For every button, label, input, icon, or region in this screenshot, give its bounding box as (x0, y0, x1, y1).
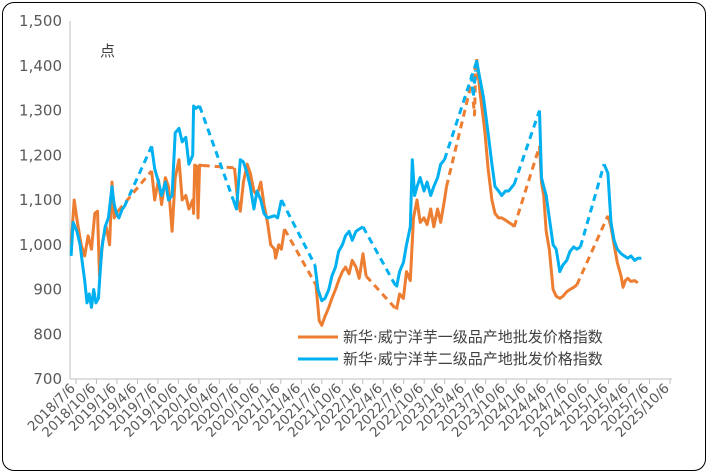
series-1-dashed-segment (512, 145, 541, 228)
series-2-solid-segment (473, 59, 516, 197)
series-1-solid-segment (69, 180, 120, 278)
y-axis: 700 800 900 1,000 1,100 1,200 1,300 1,400 1,500 (19, 12, 71, 388)
series-2-dashed-segment (443, 67, 476, 161)
series-2 (69, 59, 642, 309)
y-tick-label: 1,100 (19, 191, 62, 209)
series-2-solid-segment (313, 225, 364, 303)
series-1-dashed-segment (575, 215, 610, 286)
series-1-solid-segment (395, 186, 448, 310)
y-tick-label: 1,000 (19, 236, 62, 254)
series-1 (69, 58, 639, 327)
plot-area (69, 58, 642, 327)
series-2-dashed-segment (578, 163, 606, 248)
y-tick-label: 1,500 (19, 12, 62, 30)
series-2-solid-segment (602, 163, 642, 262)
series-2-solid-segment (538, 110, 582, 274)
series-2-dashed-segment (280, 199, 317, 266)
series-2-solid-segment (150, 104, 201, 202)
y-tick-label: 1,200 (19, 146, 62, 164)
series-1-solid-segment (538, 146, 578, 300)
series-1-solid-segment (150, 158, 203, 233)
series-2-dashed-segment (198, 105, 235, 201)
y-tick-label: 1,300 (19, 102, 62, 120)
x-axis: 2018/7/62018/10/62019/1/62019/4/62019/7/… (25, 378, 673, 441)
series-1-solid-segment (475, 58, 516, 228)
unit-label: 点 (100, 42, 115, 60)
legend: 新华·威宁洋芋一级品产地批发价格指数 新华·威宁洋芋二级品产地批发价格指数 (298, 328, 603, 368)
series-2-dashed-segment (512, 110, 541, 185)
series-2-solid-segment (231, 158, 283, 220)
y-tick-label: 700 (33, 370, 62, 388)
series-1-dashed-segment (202, 164, 235, 170)
legend-label-series-1: 新华·威宁洋芋一级品产地批发价格指数 (343, 328, 603, 346)
series-2-solid-segment (395, 158, 446, 288)
series-2-solid-segment (69, 185, 126, 309)
y-tick-label: 800 (33, 325, 62, 343)
y-tick-label: 1,400 (19, 57, 62, 75)
series-1-dashed-segment (283, 228, 318, 286)
y-tick-label: 900 (33, 281, 62, 299)
series-1-solid-segment (233, 162, 286, 260)
legend-label-series-2: 新华·威宁洋芋二级品产地批发价格指数 (343, 350, 603, 368)
series-1-dashed-segment (116, 169, 153, 213)
series-1-solid-segment (314, 252, 368, 327)
series-1-dashed-segment (364, 275, 398, 311)
series-1-dashed-segment (445, 60, 479, 187)
series-2-dashed-segment (469, 70, 478, 99)
